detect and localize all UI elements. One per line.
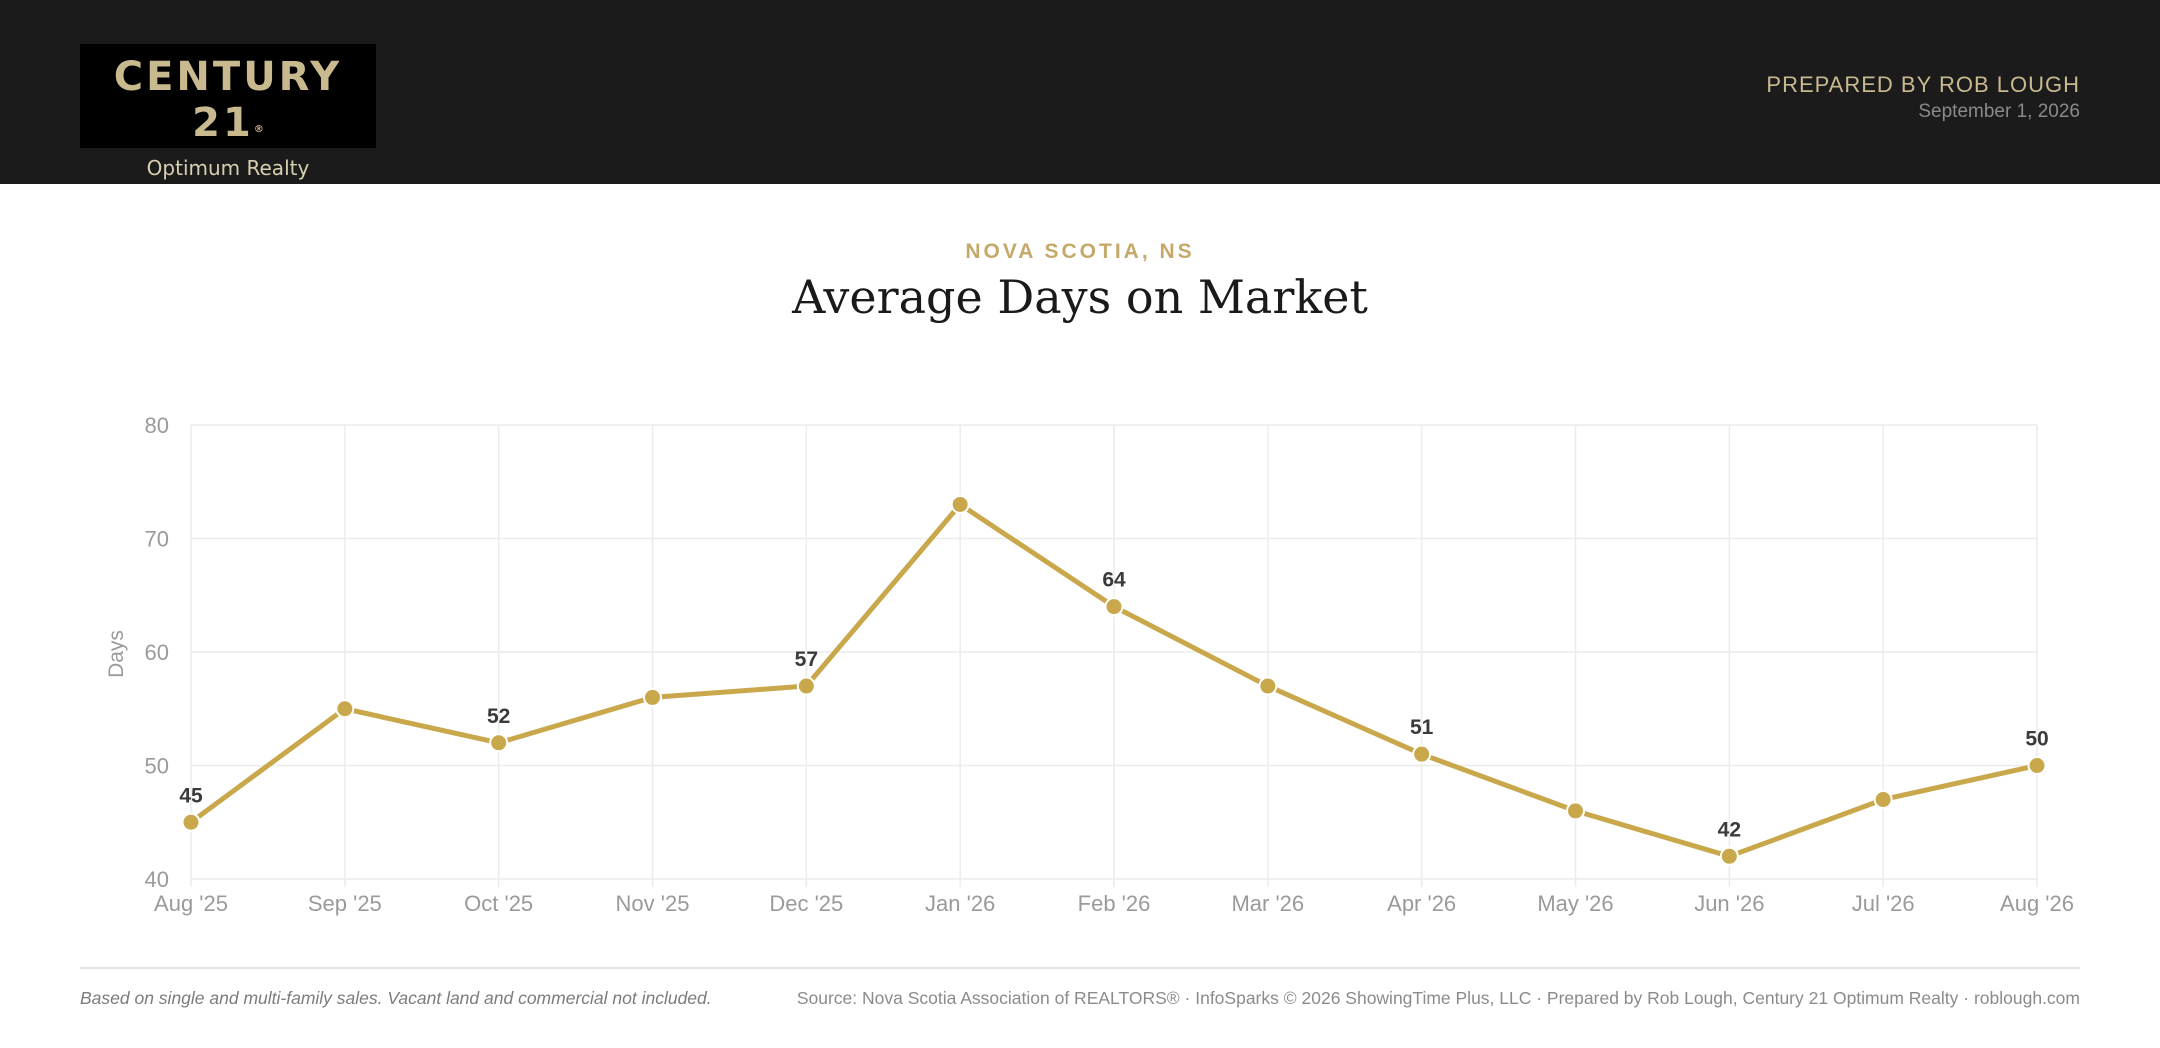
prepared-block: PREPARED BY ROB LOUGH September 1, 2026 (1766, 72, 2080, 124)
x-tick-label: Sep '25 (308, 891, 382, 916)
y-tick-label: 80 (145, 413, 169, 438)
x-tick-label: Oct '25 (464, 891, 533, 916)
data-point (1719, 846, 1739, 866)
y-tick-label: 70 (145, 527, 169, 552)
data-label: 51 (1410, 716, 1434, 739)
data-label: 64 (1102, 569, 1126, 592)
x-tick-label: Apr '26 (1387, 891, 1456, 916)
logo-brand-text: CENTURY 21 (113, 54, 343, 146)
y-tick-label: 60 (145, 640, 169, 665)
y-axis-label: Days (105, 630, 128, 678)
data-point (1566, 801, 1585, 821)
footer-note: Based on single and multi-family sales. … (80, 988, 712, 1008)
century21-logo: CENTURY 21® Optimum Realty (80, 44, 376, 180)
data-point (489, 733, 509, 753)
data-point (643, 687, 662, 707)
data-label: 52 (487, 705, 510, 728)
line-chart: 40 50 60 70 80 Aug '25 Sep '25 Oct '25 Nov '25 D… (105, 413, 2074, 916)
x-tick-label: Jun '26 (1694, 891, 1764, 916)
region-label: NOVA SCOTIA, NS (965, 240, 1195, 263)
footer-source: Source: Nova Scotia Association of REALT… (796, 988, 2080, 1008)
logo-registered-mark: ® (253, 124, 264, 135)
chart-grid (190, 424, 2038, 887)
y-tick-label: 50 (145, 754, 169, 779)
logo-office-name: Optimum Realty (146, 156, 310, 180)
x-axis-ticks: Aug '25 Sep '25 Oct '25 Nov '25 Dec '25 Jan '… (154, 891, 2074, 916)
data-point (335, 699, 355, 719)
y-axis-ticks: 40 50 60 70 80 (145, 413, 169, 892)
data-label: 45 (179, 784, 203, 807)
x-tick-label: Dec '25 (769, 891, 843, 916)
x-tick-label: Jul '26 (1852, 891, 1915, 916)
x-tick-label: Nov '25 (616, 891, 690, 916)
x-tick-label: May '26 (1537, 891, 1613, 916)
data-label: 50 (2025, 728, 2048, 751)
data-point (2027, 756, 2047, 775)
data-label: 42 (1718, 818, 1741, 841)
x-tick-label: Aug '25 (154, 891, 228, 916)
report-date: September 1, 2026 (1918, 101, 2080, 122)
logo-brand: CENTURY 21® (80, 54, 376, 153)
page-title: Average Days on Market (792, 270, 1368, 324)
data-point (1873, 790, 1893, 810)
data-label: 57 (795, 648, 818, 671)
data-point (181, 812, 201, 832)
data-point (1104, 597, 1124, 617)
x-tick-label: Aug '26 (2000, 891, 2074, 916)
prepared-by: PREPARED BY ROB LOUGH (1766, 72, 2080, 97)
data-point (1412, 744, 1432, 764)
y-tick-label: 40 (145, 867, 169, 892)
x-tick-label: Mar '26 (1231, 891, 1304, 916)
x-tick-label: Feb '26 (1078, 891, 1151, 916)
x-tick-label: Jan '26 (925, 891, 995, 916)
chart-series: 45 52 57 64 51 42 50 (179, 494, 2049, 866)
footer-divider (80, 967, 2080, 969)
data-point (796, 676, 816, 696)
data-point (950, 494, 970, 514)
report-header: CENTURY 21® Optimum Realty PREPARED BY R… (0, 0, 2160, 184)
data-point (1258, 676, 1278, 696)
